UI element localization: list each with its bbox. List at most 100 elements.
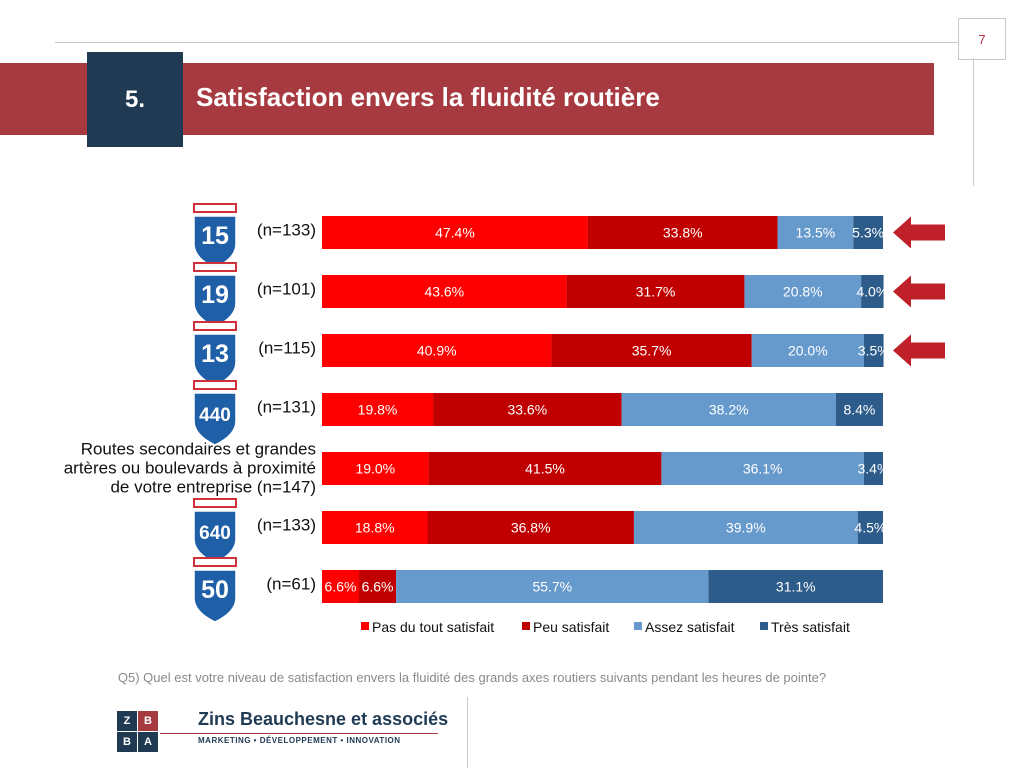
data-label: 33.6% [507,402,547,418]
data-label: 36.1% [743,461,783,477]
data-label: 40.9% [417,343,457,359]
bar-segment [428,452,662,485]
data-label: 6.6% [325,579,357,595]
bar-segment [835,393,883,426]
category-label: (n=133) [257,516,316,535]
category-label: (n=133) [257,221,316,240]
legend-swatch [760,622,768,630]
vertical-rule [973,58,974,186]
highlight-arrow-icon [893,275,945,308]
bar-segment [322,275,567,308]
data-label: 43.6% [424,284,464,300]
bar-segment [396,570,709,603]
data-label: 35.7% [632,343,672,359]
data-label: 4.5% [854,520,886,536]
top-rule [55,42,958,43]
data-label: 4.0% [856,284,888,300]
shield-banner [193,321,237,331]
category-label: (n=131) [257,398,316,417]
logo-letter: B [117,732,137,752]
bar-segment [744,275,862,308]
data-label: 33.8% [663,225,703,241]
data-label: 20.8% [783,284,823,300]
bar-segment [322,452,429,485]
data-label: 19.0% [355,461,395,477]
category-label: artères ou boulevards à proximité [64,459,316,478]
shield-banner [193,262,237,272]
shield-number: 440 [199,405,231,426]
bar-segment [661,452,864,485]
highway-shield-icon: 50 [193,557,237,623]
footer-separator [467,697,468,768]
bar-segment [551,334,752,367]
shield-number: 50 [201,576,229,604]
data-label: 31.1% [776,579,816,595]
data-label: 38.2% [709,402,749,418]
logo-divider [160,733,438,734]
data-label: 55.7% [532,579,572,595]
logo-letter: B [138,711,158,731]
legend-swatch [361,622,369,630]
bar-segment [322,334,552,367]
shield-number: 13 [201,340,229,368]
shield-banner [193,498,237,508]
shield-number: 19 [201,281,229,309]
legend-swatch [634,622,642,630]
category-label: (n=101) [257,280,316,299]
data-label: 8.4% [843,402,875,418]
data-label: 39.9% [726,520,766,536]
data-label: 5.3% [852,225,884,241]
category-label: (n=115) [258,339,316,358]
data-label: 20.0% [788,343,828,359]
logo-letter: A [138,732,158,752]
bar-segment [322,216,588,249]
shield-body [193,569,237,623]
data-label: 31.7% [636,284,676,300]
bar-segment [322,511,428,544]
highway-shield-icon: 13 [193,321,237,387]
bar-segment [863,334,884,367]
zba-logo-icon: Z B B A [117,711,158,752]
category-label: (n=61) [266,575,316,594]
logo-letter: Z [117,711,137,731]
data-label: 18.8% [355,520,395,536]
highway-shield-icon: 640 [193,498,237,564]
shield-number: 640 [199,523,231,544]
shield-banner [193,557,237,567]
highway-shield-icon: 15 [193,203,237,269]
data-label: 41.5% [525,461,565,477]
section-number: 5. [87,52,183,147]
bar-segment [359,570,397,603]
bar-segment [322,393,434,426]
bar-segment [433,393,622,426]
footnote: Q5) Quel est votre niveau de satisfactio… [117,670,827,685]
company-name: Zins Beauchesne et associés [198,709,449,729]
bar-segment [621,393,836,426]
bar-segment [777,216,854,249]
company-tagline: MARKETING • DÉVELOPPEMENT • INNOVATION [198,736,401,745]
page-number: 7 [958,18,1006,60]
bar-segment [633,511,858,544]
bar-segment [322,570,360,603]
bar-segment [427,511,634,544]
legend-label: Assez satisfait [645,619,735,635]
highway-shield-icon: 440 [193,380,237,446]
data-label: 6.6% [362,579,394,595]
bar-segment [587,216,778,249]
highlight-arrow-icon [893,216,945,249]
data-label: 3.5% [858,343,890,359]
legend-swatch [522,622,530,630]
legend-label: Peu satisfait [533,619,609,635]
shield-banner [193,380,237,390]
bar-segment [708,570,883,603]
data-label: 19.8% [358,402,398,418]
bar-segment [566,275,745,308]
bar-segment [751,334,864,367]
bar-segment [863,452,883,485]
bar-segment [857,511,883,544]
highway-shield-icon: 19 [193,262,237,328]
shield-number: 15 [201,222,229,250]
bar-segment [861,275,884,308]
bar-segment [853,216,883,249]
data-label: 3.4% [858,461,890,477]
